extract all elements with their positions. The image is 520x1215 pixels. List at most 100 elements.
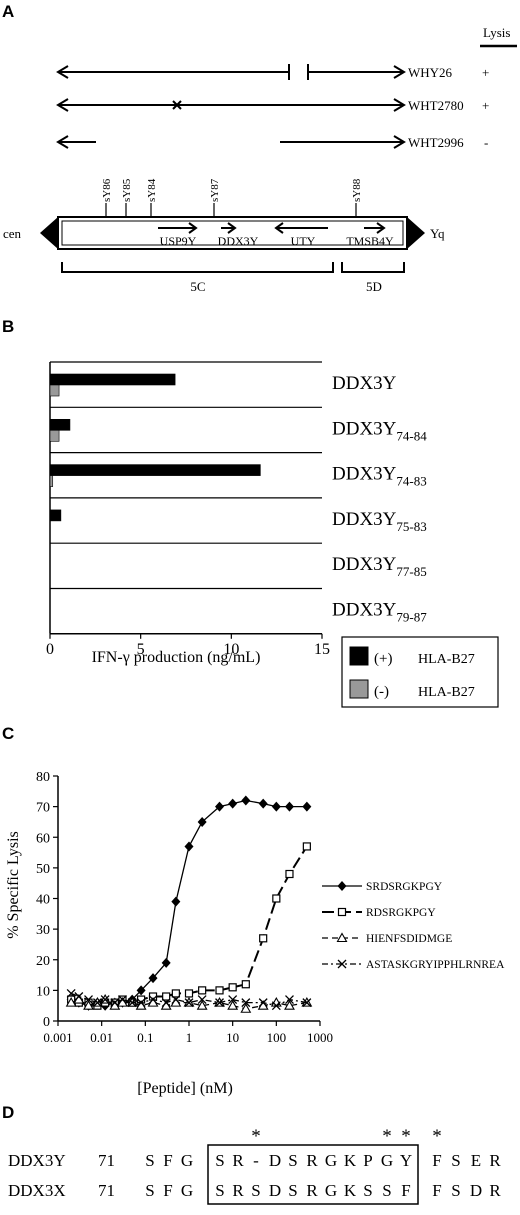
residue: D [269, 1181, 281, 1200]
residue: S [382, 1181, 391, 1200]
bar [49, 429, 60, 442]
residue: S [363, 1181, 372, 1200]
gene-label: DDX3Y [218, 234, 259, 248]
y-tick-label: 50 [36, 862, 50, 877]
bar-legend [341, 636, 499, 708]
x-tick-label: 0.01 [90, 1030, 113, 1045]
bar [49, 373, 176, 386]
data-point [184, 998, 194, 1008]
ifn-bar-chart: 0 5 10 15 DDX3Y DDX3Y74-84 DDX3Y74-83 DDX3Y75-8… [46, 361, 427, 658]
data-point [110, 998, 120, 1008]
data-point [241, 998, 251, 1008]
chromosome-box [57, 216, 408, 250]
gene-arrow-ddx3y [221, 222, 237, 234]
residue: F [432, 1181, 441, 1200]
x-tick-label: 15 [314, 641, 330, 658]
residue: Y [400, 1151, 412, 1170]
legend-sign: (+) [374, 651, 392, 667]
y-tick-label: 60 [36, 831, 50, 846]
data-point [171, 989, 180, 998]
gene-arrow-usp9y [158, 222, 198, 234]
series-astaskgryipphlrnrea [66, 988, 312, 1011]
x-tick-label: 100 [267, 1030, 287, 1045]
category-label: DDX3Y74-83 [332, 464, 427, 489]
line-chart-y-label: % Specific Lysis [5, 831, 22, 939]
marker-label: sY85 [121, 178, 133, 202]
start-position: 71 [98, 1151, 115, 1170]
difference-star: * [432, 1126, 442, 1147]
line-legend: SRDSRGKPGY RDSRGKPGY HIENFSDIDMGE ASTASKGRY… [322, 881, 505, 971]
data-point [84, 995, 93, 1005]
clone-lysis: + [482, 65, 489, 80]
data-point [66, 988, 76, 998]
data-point [184, 989, 194, 998]
residue: S [288, 1151, 297, 1170]
data-point [241, 980, 250, 989]
interval-label: 5D [366, 279, 382, 294]
cen-label: cen [3, 226, 22, 241]
interval-label: 5C [190, 279, 205, 294]
x-tick-label: 10 [223, 641, 239, 658]
data-point [92, 998, 102, 1008]
yq-triangle [407, 217, 425, 249]
bar-chart-x-label: IFN-γ production (ng/mL) [92, 649, 261, 666]
category-label: DDX3Y74-84 [332, 418, 427, 443]
residue: S [215, 1151, 224, 1170]
clone-wht2780 [56, 98, 406, 112]
difference-star: * [382, 1126, 392, 1147]
category-label: DDX3Y [332, 373, 397, 394]
gene-name: DDX3Y [8, 1151, 66, 1170]
data-point [302, 842, 311, 851]
clone-lysis: - [484, 135, 488, 150]
bar [49, 384, 60, 397]
series-rdsrgkpgy [67, 842, 311, 1010]
bar [49, 464, 261, 476]
data-point [228, 995, 238, 1005]
marker-label: sY84 [146, 178, 158, 202]
legend-label: HLA-B27 [418, 685, 475, 700]
category-label: DDX3Y77-85 [332, 554, 427, 579]
data-point [171, 896, 181, 907]
difference-star: * [251, 1126, 261, 1147]
data-point [337, 907, 347, 917]
residue: K [344, 1151, 357, 1170]
data-point [171, 995, 181, 1005]
data-point [215, 998, 224, 1008]
x-tick-label: 0.001 [43, 1030, 72, 1045]
data-point [271, 1001, 281, 1011]
interval-bracket-5c [61, 262, 334, 273]
centromere-triangle [40, 217, 58, 249]
data-point [336, 932, 348, 943]
data-point [259, 934, 268, 943]
residue: F [401, 1181, 410, 1200]
data-point [161, 957, 171, 968]
chromosome-inner-box [61, 220, 404, 246]
residue: G [381, 1151, 393, 1170]
y-tick-label: 30 [36, 923, 50, 938]
marker-ticks [105, 203, 357, 217]
data-point [337, 959, 347, 969]
line-chart-x-label: [Peptide] (nM) [137, 1080, 233, 1097]
series-line [70, 845, 308, 1007]
data-point [227, 1000, 239, 1010]
start-position: 71 [98, 1181, 115, 1200]
x-tick-label: 0.1 [137, 1030, 153, 1045]
data-point [136, 985, 146, 996]
residue: G [325, 1151, 337, 1170]
data-point [285, 869, 294, 879]
data-point [127, 998, 137, 1008]
residue: G [325, 1181, 337, 1200]
x-tick-label: 5 [137, 641, 145, 658]
bar [49, 509, 62, 522]
gene-name: DDX3X [8, 1181, 66, 1200]
residue: P [363, 1151, 372, 1170]
residue: S [451, 1151, 460, 1170]
marker-label: sY86 [101, 178, 113, 202]
residue: R [489, 1151, 501, 1170]
x-tick-label: 10 [226, 1030, 239, 1045]
legend-label: RDSRGKPGY [366, 907, 436, 919]
data-point [196, 1000, 208, 1010]
bar [49, 418, 71, 431]
gene-label: TMSB4Y [346, 234, 394, 248]
